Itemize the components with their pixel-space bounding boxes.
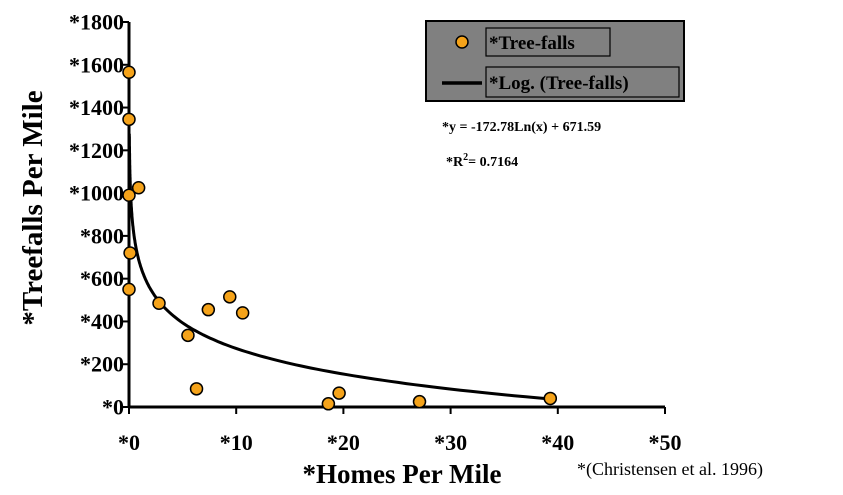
data-point	[201, 302, 216, 317]
y-tick-label: *1000	[69, 181, 124, 206]
x-tick-label: *50	[649, 430, 682, 455]
legend-label-points: *Tree-falls	[489, 33, 575, 54]
y-tick-label: *1400	[69, 95, 124, 120]
x-tick-label: *20	[327, 430, 360, 455]
data-point	[122, 112, 136, 127]
trendline	[127, 133, 551, 401]
r-squared-sup: 2	[463, 152, 468, 163]
source-citation: *(Christensen et al. 1996)	[577, 459, 763, 480]
y-tick-label: *200	[80, 352, 124, 377]
x-tick-label: *0	[118, 430, 140, 455]
x-tick-label: *30	[434, 430, 467, 455]
r-squared-prefix: *R	[446, 155, 464, 170]
y-tick-label: *0	[102, 395, 124, 420]
x-axis-title: *Homes Per Mile	[303, 459, 502, 489]
data-point	[181, 328, 195, 343]
legend-label-box-points	[485, 27, 611, 57]
legend-label-box-trendline	[485, 66, 680, 98]
y-axis-title: *Treefalls Per Mile	[17, 90, 49, 325]
data-point	[152, 296, 166, 311]
data-point	[235, 306, 250, 320]
data-point	[412, 394, 427, 409]
y-tick-label: *800	[80, 223, 124, 248]
y-tick-label: *1600	[69, 52, 124, 77]
trendline-equation: *y = -172.78Ln(x) + 671.59	[442, 120, 601, 135]
r-squared: *R2= 0.7164	[446, 152, 518, 170]
legend-label-trendline: *Log. (Tree-falls)	[489, 73, 629, 94]
y-tick-label: *400	[80, 309, 124, 334]
data-point	[122, 65, 136, 80]
data-point	[122, 188, 136, 202]
legend-marker-points	[455, 35, 469, 49]
data-point	[543, 391, 558, 406]
data-point	[189, 382, 204, 396]
y-tick-label: *1200	[69, 138, 124, 163]
x-tick-label: *40	[541, 430, 574, 455]
data-point	[321, 397, 336, 411]
x-tick-label: *10	[220, 430, 253, 455]
data-point	[223, 290, 237, 304]
y-tick-label: *600	[80, 266, 124, 291]
r-squared-value: = 0.7164	[468, 155, 518, 170]
y-tick-label: *1800	[69, 10, 124, 35]
data-point	[123, 246, 137, 260]
legend: *Tree-falls *Log. (Tree-falls)	[425, 20, 685, 102]
data-point	[332, 386, 346, 400]
data-point	[131, 181, 146, 195]
data-point	[122, 282, 136, 297]
